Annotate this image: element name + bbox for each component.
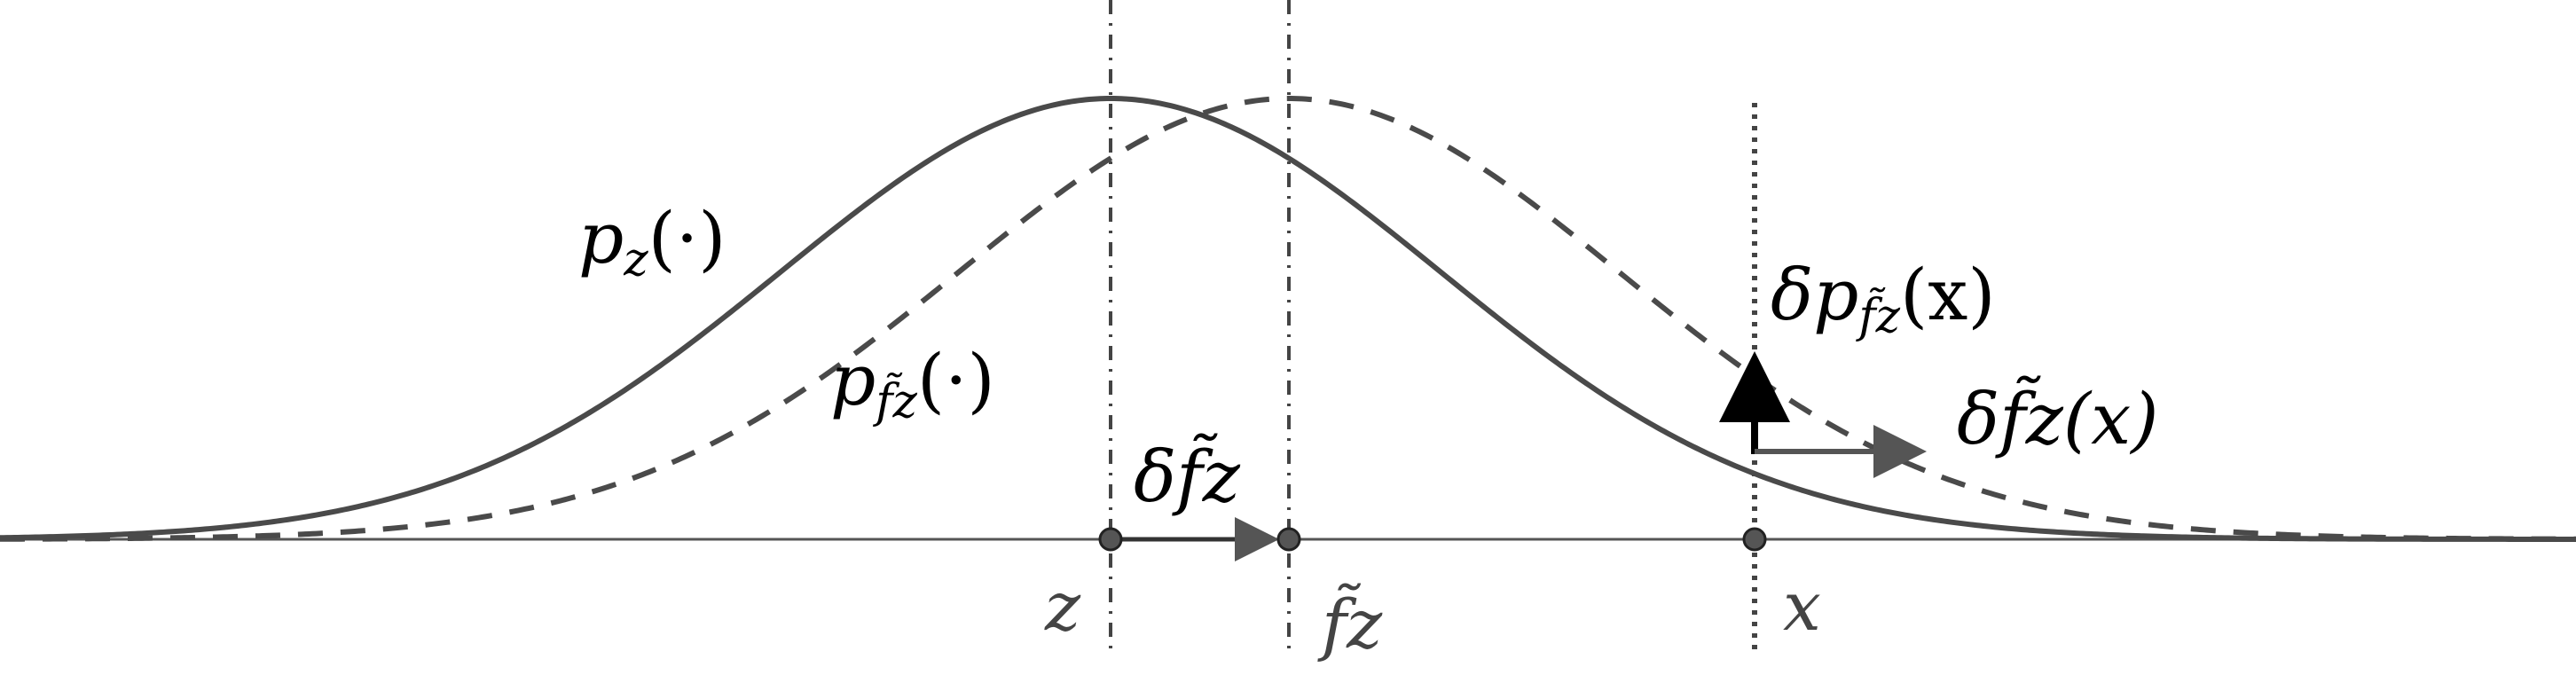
solid-curve-label: pz(·) <box>578 197 726 286</box>
shifted-density-curve <box>0 95 2576 542</box>
fz-point <box>1276 527 1301 552</box>
dashed-curve-label: pf̃z(·) <box>830 339 995 428</box>
shift-label: δf̃z <box>1134 433 1241 518</box>
x-point <box>1742 527 1767 552</box>
z-point <box>1098 527 1123 552</box>
density-curve <box>0 95 2576 542</box>
x-label: x <box>1783 567 1821 646</box>
delta-p-label: δpf̃z(x) <box>1771 254 1996 343</box>
z-label: z <box>1044 567 1081 646</box>
fz-label: f̃z <box>1317 582 1383 663</box>
delta-fz-x-label: δf̃z(x) <box>1957 375 2158 460</box>
